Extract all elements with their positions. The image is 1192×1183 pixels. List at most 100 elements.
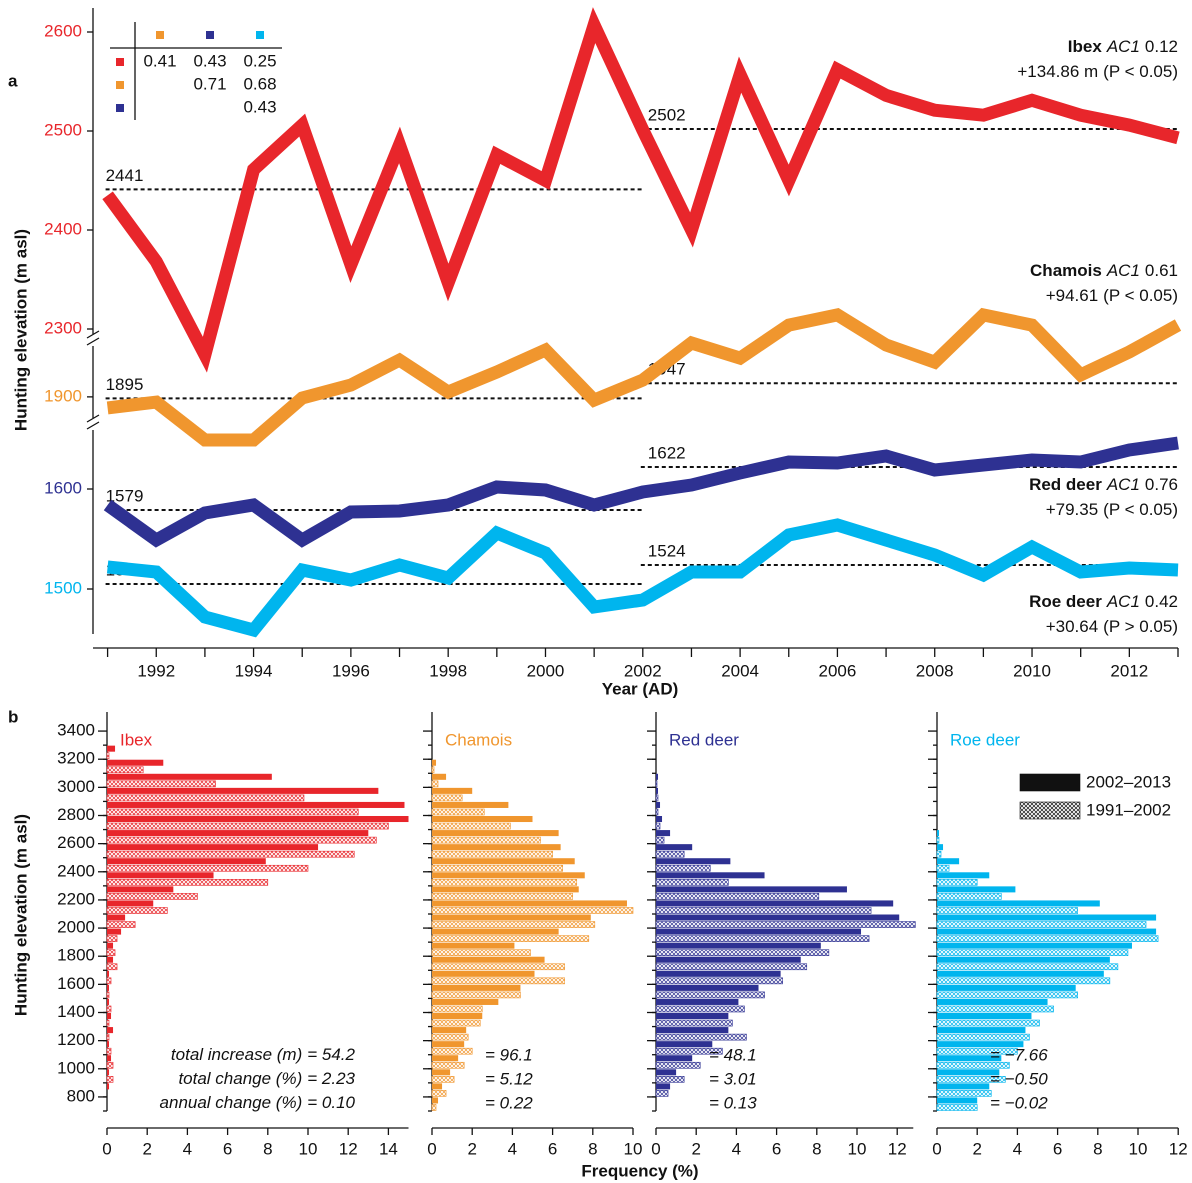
bar-earlier [106,949,116,957]
bar-earlier [431,907,634,914]
bar-recent [107,830,369,837]
annotation: Ibex AC1 0.12 [1068,37,1178,56]
x-tick-label: 10 [299,1139,318,1158]
bar-recent [107,914,126,921]
stat: total increase (m) = 54.2 [171,1045,356,1064]
stat-value: = −0.50 [990,1069,1048,1088]
change: +30.64 [1046,617,1098,636]
x-tick-label: 4 [732,1139,741,1158]
bar-earlier [431,780,439,788]
bar-recent [107,816,409,823]
species-label: Roe deer [950,730,1020,749]
stat-value: = 5.12 [485,1069,533,1088]
stat-label: total increase (m) [171,1045,302,1064]
bar-earlier [106,1005,112,1013]
bar-recent [107,773,272,780]
bar-recent [107,900,154,907]
y-tick-label: 2800 [57,805,95,824]
ac1-label: AC1 [1106,37,1140,56]
bar-earlier [936,963,1119,971]
bar-earlier [106,766,144,774]
table-key [156,31,164,39]
stat-value: = 0.13 [709,1093,757,1112]
bar-recent [432,787,473,794]
elevation-band [106,307,1182,447]
bar-earlier [655,1047,723,1055]
bar-earlier [106,1061,114,1069]
bar-recent [432,900,627,907]
bar-recent [656,998,739,1005]
stat: annual change (%) = 0.10 [160,1093,356,1112]
p-value: (P < 0.05) [1103,62,1178,81]
bar-earlier [655,977,783,985]
bar-recent [656,801,661,808]
y-tick-label: 2300 [44,318,82,337]
stat: total change (%) = 2.23 [178,1069,355,1088]
bar-recent [937,928,1157,935]
y-tick-label: 2500 [44,120,82,139]
y-tick-label: 2400 [44,219,82,238]
bar-earlier [936,836,940,844]
bar-recent [107,886,174,893]
bar-earlier [936,1033,1030,1041]
bar-recent [432,801,509,808]
bar-recent [937,830,940,837]
species-name: Chamois [1030,261,1102,280]
x-tick-label: 2008 [916,661,954,680]
bar-earlier [936,1047,1018,1055]
bar-recent [656,872,765,879]
bar-recent [107,1027,114,1034]
bar-recent [107,1083,110,1090]
annotation: Red deer AC1 0.76 [1029,475,1178,494]
x-tick-label: 0 [651,1139,660,1158]
bar-earlier [106,822,389,830]
bar-recent [432,1069,451,1076]
mean-label: 1579 [106,486,144,505]
legend-label: 1991–2002 [1086,800,1171,819]
stat-label: total change (%) [178,1069,302,1088]
mean-label: 1622 [648,443,686,462]
bar-recent [107,858,266,865]
bar-recent [107,970,110,977]
bar-earlier [106,977,112,985]
x-tick-label: 6 [1053,1139,1062,1158]
bar-earlier [431,893,573,900]
stat-value: = 2.23 [307,1069,355,1088]
bar-recent [432,759,437,766]
bar-earlier [936,949,1129,957]
y-tick-label: 2200 [57,889,95,908]
x-tick-label: 0 [427,1139,436,1158]
correlation: 0.43 [243,97,276,116]
x-tick-label: 8 [588,1139,597,1158]
species-name: Ibex [1068,37,1103,56]
bar-recent [656,844,693,851]
stat-value: = −0.02 [990,1093,1048,1112]
x-tick-label: 0 [932,1139,941,1158]
bar-earlier [655,1005,745,1013]
bar-earlier [106,935,118,942]
bar-recent [937,1069,1000,1076]
y-tick-label: 2400 [57,861,95,880]
bar-earlier [431,1076,455,1083]
bar-earlier [106,991,110,999]
bar-earlier [936,1019,1040,1027]
annotation: +134.86 m (P < 0.05) [1017,62,1178,81]
correlation: 0.41 [143,51,176,70]
bar-recent [937,1055,1002,1062]
bar-recent [432,1013,483,1020]
bar-recent [432,928,559,935]
bar-earlier [655,864,711,872]
bar-earlier [106,879,269,886]
bar-recent [432,816,533,823]
annotation: +94.61 (P < 0.05) [1046,286,1178,305]
bar-earlier [106,893,198,900]
ac1-label: AC1 [1106,475,1140,494]
y-tick-label: 1900 [44,386,82,405]
bar-recent [432,942,515,949]
bar-recent [656,858,731,865]
p-value: (P > 0.05) [1103,617,1178,636]
bar-recent [432,844,561,851]
bar-recent [656,984,759,991]
bar-earlier [936,977,1111,985]
